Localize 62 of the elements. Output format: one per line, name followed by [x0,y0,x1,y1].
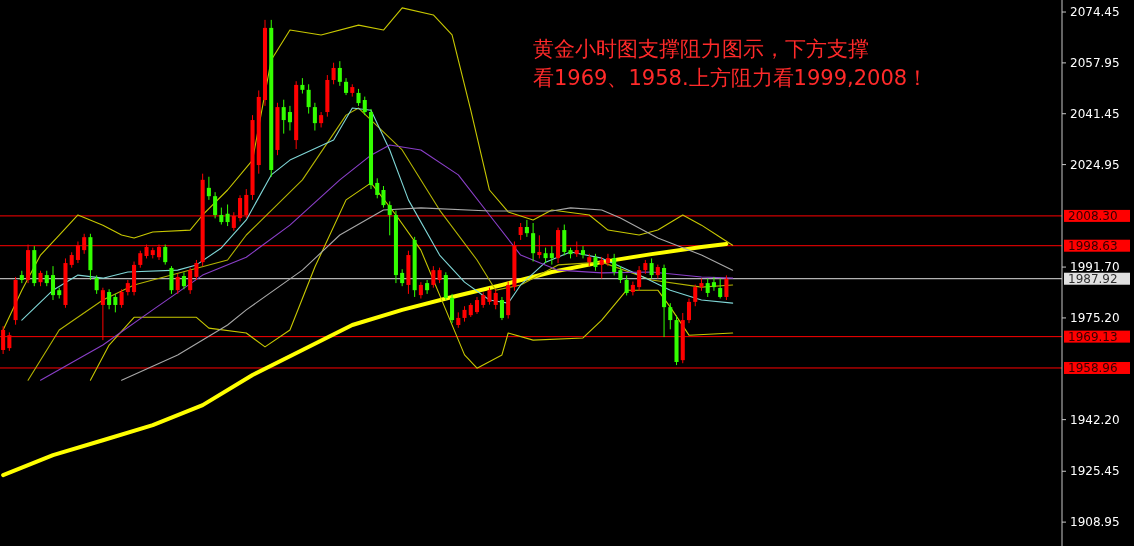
candlestick [549,245,554,266]
candlestick [331,62,336,85]
candlestick [113,293,118,313]
candlestick [668,302,673,330]
y-tick-label: 1975.20 [1070,310,1120,325]
annotation: 黄金小时图支撑阻力图示，下方支撑 [533,37,869,61]
candlestick [599,256,604,279]
candlestick [649,257,654,279]
y-tick-label: 2041.45 [1070,106,1120,121]
ref-line-label: 2008.30 [1068,208,1118,223]
ref-line-label: 1998.63 [1068,238,1118,253]
candlestick [531,222,536,263]
candlestick [580,245,586,259]
candlestick [107,288,112,310]
y-tick-label: 2057.95 [1070,55,1120,70]
candlestick [443,271,448,301]
candlestick [194,259,199,281]
candlestick [624,274,629,296]
y-tick-label: 2074.45 [1070,5,1120,20]
candlestick [605,253,610,267]
candlestick [724,274,729,301]
y-tick-label: 2024.95 [1070,157,1120,172]
candlestick [362,96,367,116]
candlestick [524,219,529,238]
candlestick [188,267,193,295]
y-tick-label: 1908.95 [1070,515,1120,530]
candlestick [50,265,56,301]
ref-line-label: 1958.96 [1068,360,1118,375]
candlestick [225,204,230,227]
candlestick [499,296,504,321]
candlestick [375,177,380,199]
ref-line-label: 1969.13 [1068,329,1118,344]
candlestick [425,279,430,295]
annotation: 看1969、1958.上方阻力看1999,2008！ [533,66,929,90]
candlestick [612,253,617,276]
candlestick [431,265,436,289]
candlestick [281,99,286,135]
candlestick [387,200,392,236]
candlestick [169,265,174,295]
candlestick [337,60,342,87]
candlestick [94,274,99,295]
candlestick [287,105,292,132]
candlestick [705,277,710,298]
candlestick [718,277,723,299]
candlestick [562,224,567,256]
candlestick [206,176,211,201]
candlestick [493,288,498,310]
candlestick [306,83,311,115]
candlestick [119,288,124,309]
y-tick-label: 1925.45 [1070,464,1120,479]
candlestick [686,298,692,324]
candlestick [693,284,698,307]
candlestick [163,244,168,266]
candlestick [319,111,324,128]
candlestick [312,102,317,132]
candlestick [450,293,455,324]
candlestick [175,273,180,295]
candlestick [381,185,386,209]
candlestick [213,191,218,219]
candlestick [711,276,716,292]
y-tick-label: 1942.20 [1070,412,1120,427]
candlestick [637,265,642,292]
